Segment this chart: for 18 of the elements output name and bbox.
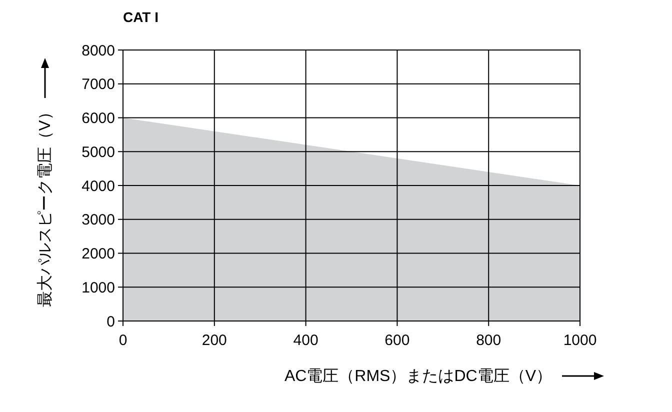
y-tick-label: 7000: [82, 76, 115, 94]
y-tick-label: 5000: [82, 144, 115, 161]
y-tick-label: 0: [106, 313, 115, 330]
y-axis-title: 最大パルスピーク電圧（V）: [36, 104, 54, 307]
x-tick-label: 0: [118, 332, 128, 349]
chart-title: CAT I: [123, 9, 159, 25]
x-tick-label: 400: [293, 332, 318, 349]
y-tick-label: 4000: [82, 178, 115, 195]
y-tick-label: 8000: [82, 42, 115, 60]
y-tick-label: 6000: [82, 110, 115, 127]
x-tick-label: 600: [384, 332, 410, 349]
x-tick-label: 1000: [563, 332, 597, 349]
x-tick-label: 800: [476, 332, 502, 349]
y-tick-label: 3000: [82, 212, 115, 229]
x-tick-label: 200: [202, 332, 227, 349]
y-tick-label: 2000: [82, 246, 115, 262]
x-axis-title: AC電圧（RMS）またはDC電圧（V）: [284, 368, 552, 385]
y-tick-label: 1000: [82, 279, 115, 296]
